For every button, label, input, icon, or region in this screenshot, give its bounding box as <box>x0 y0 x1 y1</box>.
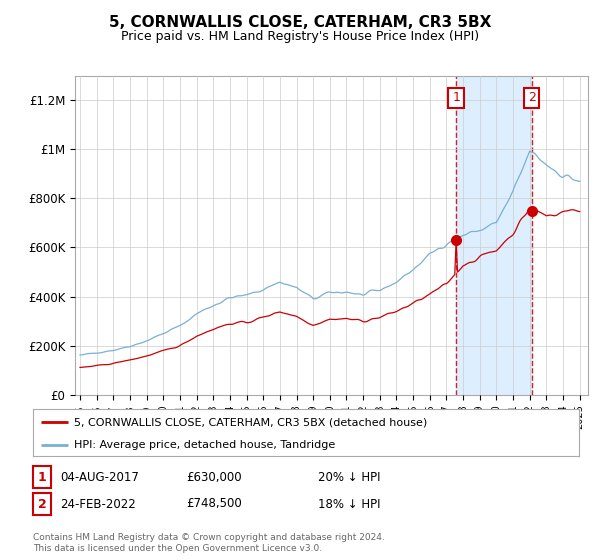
Text: 2: 2 <box>38 497 46 511</box>
Text: 18% ↓ HPI: 18% ↓ HPI <box>318 497 380 511</box>
Text: 04-AUG-2017: 04-AUG-2017 <box>60 470 139 484</box>
Text: 2: 2 <box>528 91 536 105</box>
Text: 24-FEB-2022: 24-FEB-2022 <box>60 497 136 511</box>
Text: 1: 1 <box>452 91 460 105</box>
Text: £748,500: £748,500 <box>186 497 242 511</box>
Text: 1: 1 <box>38 470 46 484</box>
Text: 5, CORNWALLIS CLOSE, CATERHAM, CR3 5BX (detached house): 5, CORNWALLIS CLOSE, CATERHAM, CR3 5BX (… <box>74 417 427 427</box>
Text: Price paid vs. HM Land Registry's House Price Index (HPI): Price paid vs. HM Land Registry's House … <box>121 30 479 43</box>
Text: £630,000: £630,000 <box>186 470 242 484</box>
Text: Contains HM Land Registry data © Crown copyright and database right 2024.
This d: Contains HM Land Registry data © Crown c… <box>33 533 385 553</box>
Text: HPI: Average price, detached house, Tandridge: HPI: Average price, detached house, Tand… <box>74 440 335 450</box>
Bar <box>456 76 532 395</box>
Text: 20% ↓ HPI: 20% ↓ HPI <box>318 470 380 484</box>
Text: 5, CORNWALLIS CLOSE, CATERHAM, CR3 5BX: 5, CORNWALLIS CLOSE, CATERHAM, CR3 5BX <box>109 15 491 30</box>
